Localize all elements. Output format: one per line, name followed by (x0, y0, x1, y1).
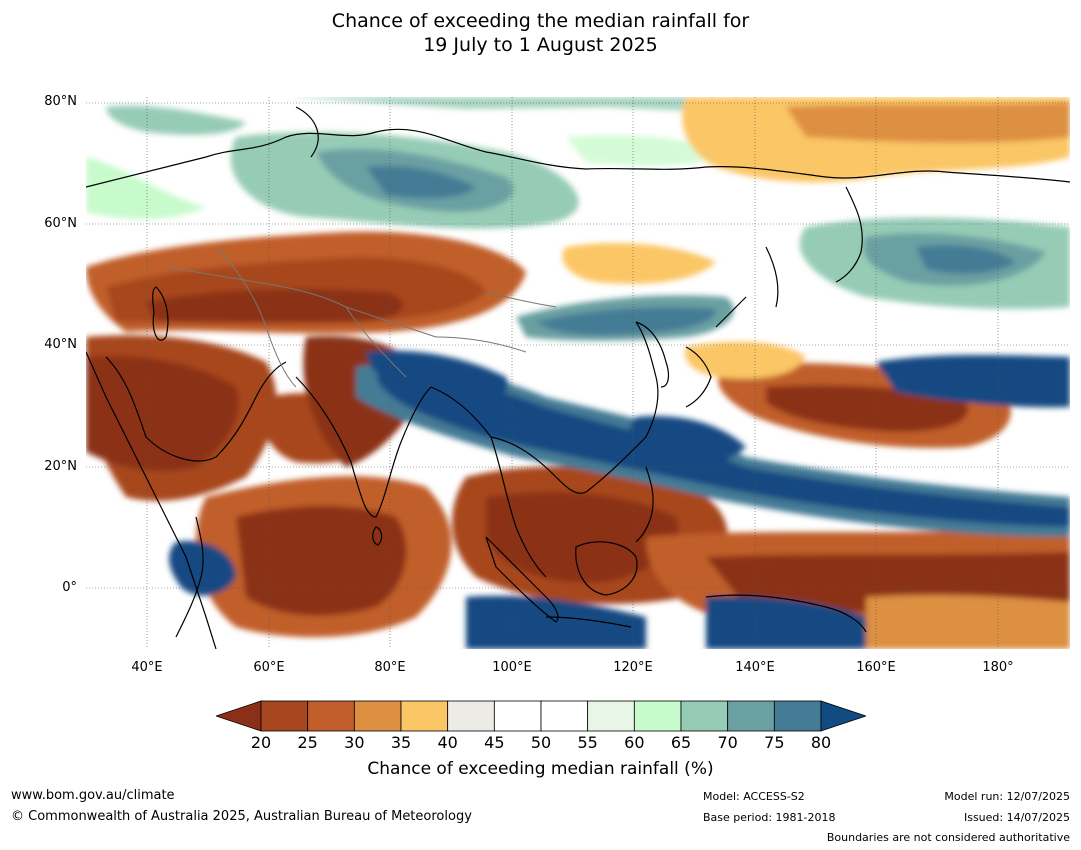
colorbar-bin (588, 701, 635, 731)
colorbar-over-arrow (821, 701, 866, 731)
colorbar-tick-label: 65 (661, 733, 701, 752)
lon-label-160e: 160°E (846, 660, 906, 675)
lon-label-180: 180° (968, 660, 1028, 675)
lat-label-60n: 60°N (17, 216, 77, 231)
colorbar-tick-label: 70 (708, 733, 748, 752)
colorbar-tick-label: 35 (381, 733, 421, 752)
colorbar-tick-label: 75 (754, 733, 794, 752)
lon-label-120e: 120°E (603, 660, 663, 675)
colorbar-tick-label: 55 (568, 733, 608, 752)
lat-label-0: 0° (17, 580, 77, 595)
colorbar-bin (774, 701, 821, 731)
map-title-line1: Chance of exceeding the median rainfall … (0, 9, 1081, 33)
footer-disclaimer: Boundaries are not considered authoritat… (827, 831, 1070, 844)
lon-label-60e: 60°E (239, 660, 299, 675)
footer-copyright: © Commonwealth of Australia 2025, Austra… (11, 809, 472, 824)
colorbar-bin (681, 701, 728, 731)
colorbar-bin (308, 701, 355, 731)
map-title-line2: 19 July to 1 August 2025 (0, 33, 1081, 57)
footer-model: Model: ACCESS-S2 (703, 790, 805, 803)
colorbar-tick-label: 20 (241, 733, 281, 752)
colorbar-bin (728, 701, 775, 731)
colorbar-tick-label: 45 (474, 733, 514, 752)
lon-label-40e: 40°E (117, 660, 177, 675)
colorbar-tick-label: 80 (801, 733, 841, 752)
colorbar-bin (541, 701, 588, 731)
colorbar-bin (401, 701, 448, 731)
colorbar-tick-label: 25 (288, 733, 328, 752)
lat-label-80n: 80°N (17, 94, 77, 109)
footer-url: www.bom.gov.au/climate (11, 788, 175, 803)
lon-label-140e: 140°E (725, 660, 785, 675)
colorbar-bin (354, 701, 401, 731)
footer-base-period: Base period: 1981-2018 (703, 811, 835, 824)
colorbar-bin (448, 701, 495, 731)
colorbar-title: Chance of exceeding median rainfall (%) (0, 759, 1081, 779)
colorbar-tick-label: 50 (521, 733, 561, 752)
colorbar-under-arrow (216, 701, 261, 731)
footer-issued: Issued: 14/07/2025 (964, 811, 1070, 824)
colorbar-tick-label: 30 (334, 733, 374, 752)
lat-label-20n: 20°N (17, 459, 77, 474)
lon-label-80e: 80°E (360, 660, 420, 675)
lon-label-100e: 100°E (482, 660, 542, 675)
colorbar-bin (261, 701, 308, 731)
colorbar (216, 700, 866, 732)
footer-model-run: Model run: 12/07/2025 (944, 790, 1070, 803)
lat-label-40n: 40°N (17, 337, 77, 352)
colorbar-bin (634, 701, 681, 731)
colorbar-bin (494, 701, 541, 731)
rainfall-probability-map (86, 97, 1070, 649)
map-canvas (86, 97, 1070, 649)
colorbar-tick-label: 60 (614, 733, 654, 752)
colorbar-tick-label: 40 (428, 733, 468, 752)
